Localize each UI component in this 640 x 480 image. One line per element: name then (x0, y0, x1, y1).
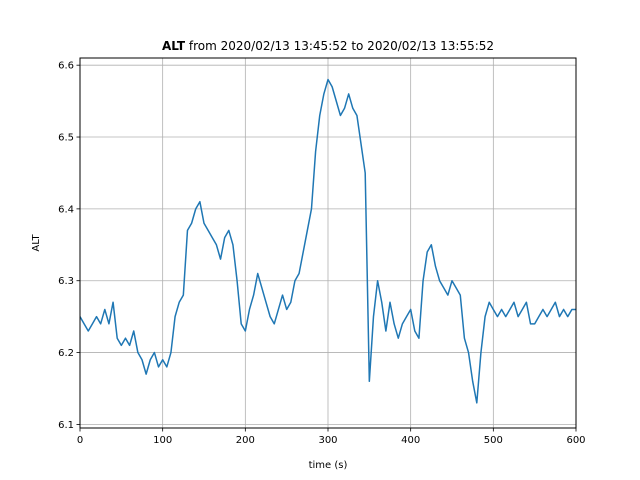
x-tick-label: 300 (318, 435, 337, 446)
y-tick-label: 6.3 (58, 276, 74, 287)
series-line (79, 78, 576, 404)
grid (79, 58, 577, 428)
x-tick-label: 100 (153, 435, 172, 446)
chart-title-rest: from 2020/02/13 13:45:52 to 2020/02/13 1… (185, 39, 494, 53)
y-tick-label: 6.4 (58, 204, 74, 215)
y-tick-label: 6.6 (58, 61, 74, 72)
y-tick-label: 6.5 (58, 133, 74, 144)
y-tick-label: 6.1 (58, 420, 74, 431)
y-tick-label: 6.2 (58, 348, 74, 359)
x-tick-label: 400 (401, 435, 420, 446)
x-axis-label: time (s) (309, 460, 348, 471)
series-layer (79, 78, 576, 404)
x-tick-label: 600 (566, 435, 585, 446)
x-tick-label: 200 (236, 435, 255, 446)
chart-title-bold: ALT (162, 39, 186, 53)
chart-title: ALT from 2020/02/13 13:45:52 to 2020/02/… (162, 39, 494, 53)
x-axis-ticks: 0 100 200 300 400 500 600 (77, 428, 586, 446)
y-axis-label: ALT (31, 234, 42, 252)
x-tick-label: 500 (484, 435, 503, 446)
y-axis-ticks: 6.1 6.2 6.3 6.4 6.5 6.6 (58, 61, 80, 431)
x-tick-label: 0 (77, 435, 83, 446)
